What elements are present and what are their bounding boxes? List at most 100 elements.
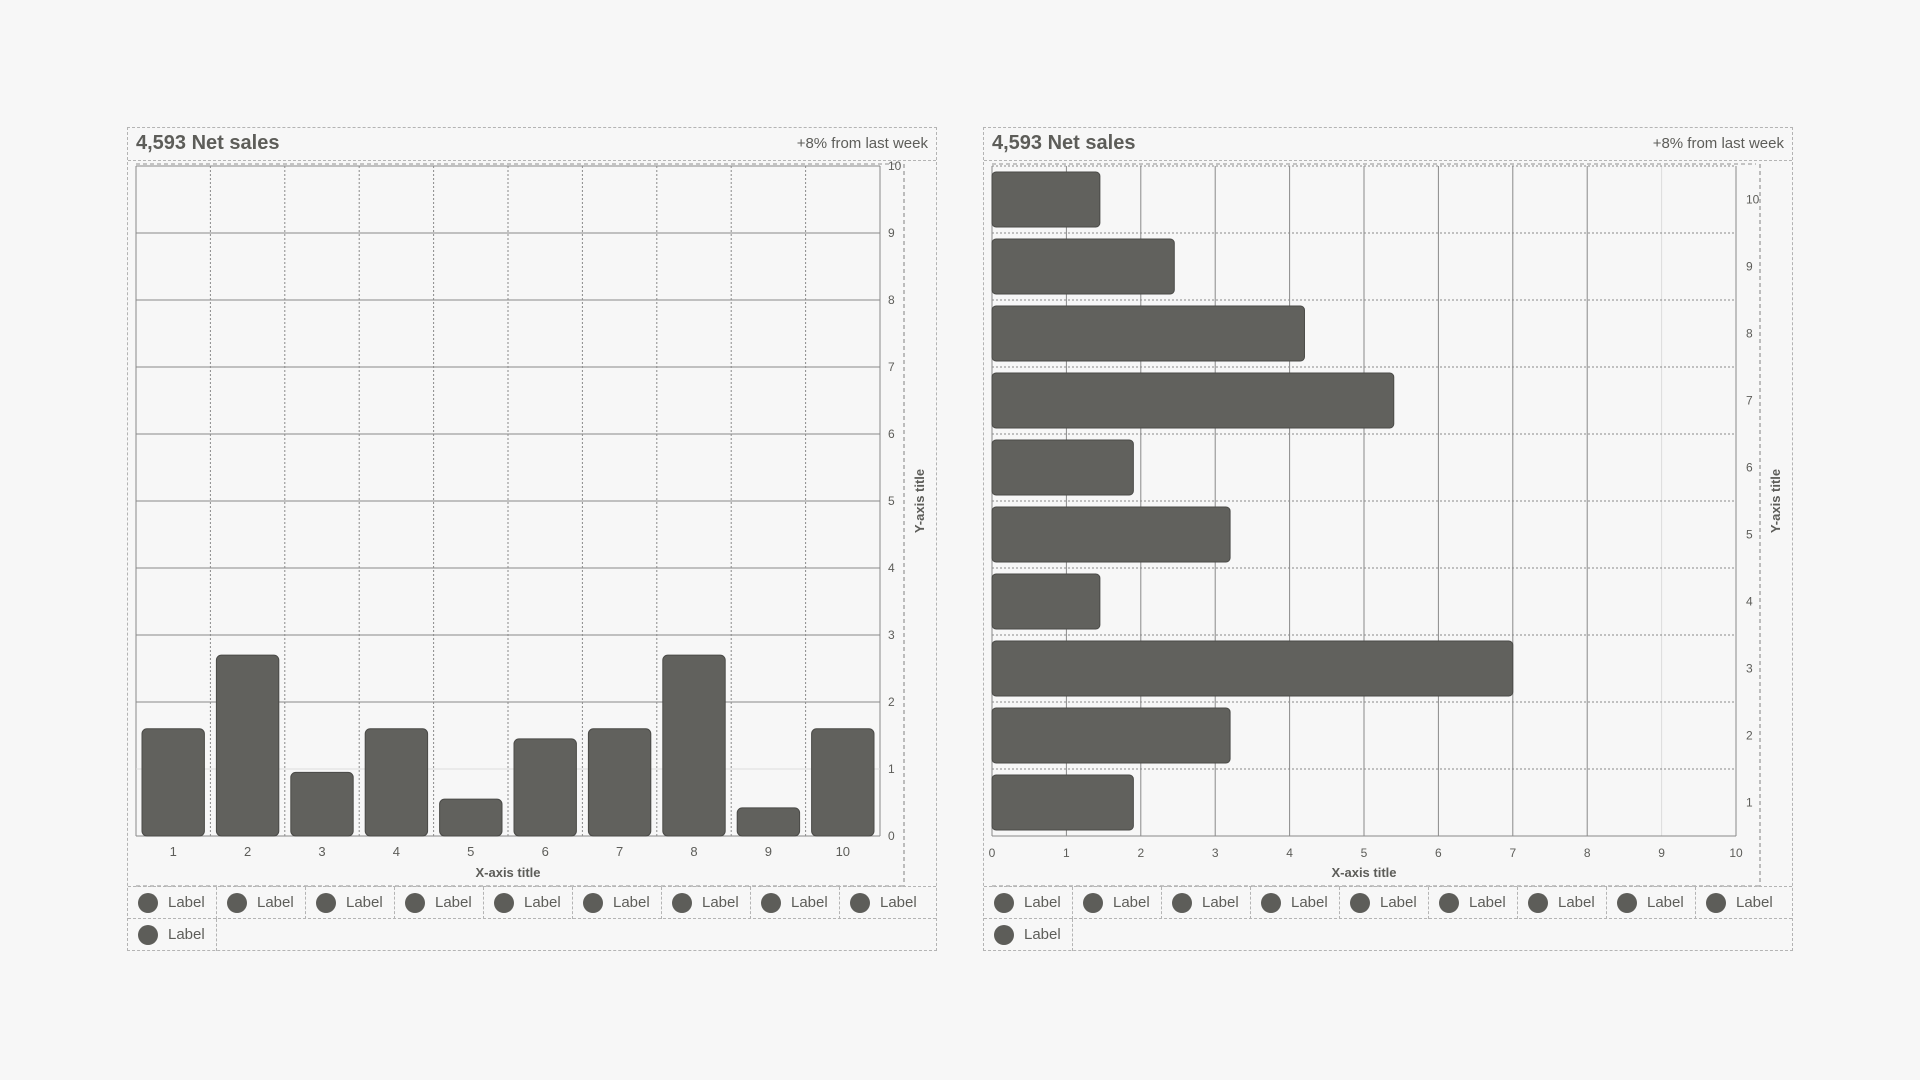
y-tick-label: 3	[1746, 662, 1753, 676]
legend-swatch	[1706, 893, 1726, 913]
bar	[290, 771, 354, 837]
legend-swatch	[138, 893, 158, 913]
legend-swatch	[1261, 893, 1281, 913]
legend-item[interactable]: Label	[573, 887, 662, 919]
bar	[439, 798, 503, 837]
y-tick-label: 8	[1746, 327, 1753, 341]
x-tick-label: 5	[467, 844, 474, 859]
horizontal-bar-chart: 0 1 2 3 4 5 6 7 8 9 10 1 2 3 4 5 6 7 8 9 10 X-axis title Y-axi…	[989, 163, 1783, 887]
legend-item[interactable]: Label	[395, 887, 484, 919]
legend-item[interactable]: Label	[1073, 887, 1162, 919]
legend-item[interactable]: Label	[662, 887, 751, 919]
vertical-bar-chart: 0 1 2 3 4 5 6 7 8 9 10 1 2 3 4 5 6 7 8 9 10 X-axis title Y-axi…	[135, 159, 927, 887]
bar	[215, 654, 280, 837]
card-header: 4,593 Net sales +8% from last week	[128, 128, 936, 161]
legend-item[interactable]: Label	[1251, 887, 1340, 919]
legend-swatch	[1083, 893, 1103, 913]
legend-item[interactable]: Label	[484, 887, 573, 919]
bar	[991, 171, 1101, 228]
legend-item[interactable]: Label	[751, 887, 840, 919]
bar	[364, 728, 429, 837]
x-tick-label: 9	[1658, 846, 1665, 860]
bar	[587, 728, 652, 837]
legend-label: Label	[880, 894, 917, 911]
y-axis-title: Y-axis title	[912, 469, 927, 533]
legend-swatch	[583, 893, 603, 913]
y-tick-label: 6	[1746, 461, 1753, 475]
bar	[991, 372, 1395, 429]
legend-label: Label	[1469, 894, 1506, 911]
x-tick-label: 1	[170, 844, 177, 859]
legend-row: Label	[128, 918, 936, 951]
x-tick-label: 6	[1435, 846, 1442, 860]
x-tick-label: 2	[244, 844, 251, 859]
y-tick-label: 1	[888, 762, 895, 776]
bar	[991, 506, 1231, 563]
legend-item[interactable]: Label	[128, 919, 217, 951]
y-tick-label: 2	[1746, 729, 1753, 743]
legend-label: Label	[1291, 894, 1328, 911]
y-tick-label: 4	[888, 561, 895, 575]
legend-item[interactable]: Label	[1696, 887, 1785, 919]
y-tick-label: 10	[888, 159, 902, 173]
card-delta: +8% from last week	[1652, 135, 1784, 152]
y-axis-title: Y-axis title	[1768, 469, 1783, 533]
legend-swatch	[405, 893, 425, 913]
bar	[991, 305, 1305, 362]
legend-row: Label	[984, 918, 1792, 951]
bar	[662, 654, 726, 837]
legend-item[interactable]: Label	[128, 887, 217, 919]
legend-item[interactable]: Label	[1162, 887, 1251, 919]
legend-item[interactable]: Label	[1518, 887, 1607, 919]
bar	[991, 439, 1134, 496]
card-delta: +8% from last week	[796, 135, 928, 152]
legend-item[interactable]: Label	[1607, 887, 1696, 919]
legend-swatch	[994, 893, 1014, 913]
legend-swatch	[850, 893, 870, 913]
legend-label: Label	[257, 894, 294, 911]
y-tick-label: 10	[1746, 193, 1760, 207]
legend-item[interactable]: Label	[984, 919, 1073, 951]
bar	[991, 707, 1231, 764]
bar	[991, 238, 1175, 295]
x-tick-label: 2	[1137, 846, 1144, 860]
legend-item[interactable]: Label	[217, 887, 306, 919]
legend-item[interactable]: Label	[984, 887, 1073, 919]
legend-swatch	[672, 893, 692, 913]
legend-item[interactable]: Label	[1340, 887, 1429, 919]
bar	[141, 728, 205, 837]
legend-label: Label	[1558, 894, 1595, 911]
bar	[991, 774, 1134, 831]
x-tick-label: 8	[690, 844, 697, 859]
x-tick-label: 7	[1509, 846, 1516, 860]
legend-swatch	[494, 893, 514, 913]
legend-row: Label Label Label Label Label Label Labe…	[984, 886, 1792, 919]
legend-swatch	[138, 925, 158, 945]
y-tick-label: 1	[1746, 796, 1753, 810]
bar	[513, 738, 577, 837]
x-tick-label: 3	[318, 844, 325, 859]
legend-item[interactable]: Label	[1429, 887, 1518, 919]
card-title: 4,593 Net sales	[992, 132, 1136, 154]
legend-item[interactable]: Label	[306, 887, 395, 919]
y-tick-label: 5	[888, 494, 895, 508]
legend-swatch	[761, 893, 781, 913]
x-tick-label: 4	[393, 844, 400, 859]
x-tick-label: 1	[1063, 846, 1070, 860]
y-tick-label: 0	[888, 829, 895, 843]
x-axis-title: X-axis title	[1331, 865, 1396, 880]
legend-label: Label	[1113, 894, 1150, 911]
legend-label: Label	[1024, 894, 1061, 911]
x-tick-label: 3	[1212, 846, 1219, 860]
x-tick-label: 4	[1286, 846, 1293, 860]
bar	[991, 573, 1101, 630]
x-tick-label: 5	[1361, 846, 1368, 860]
legend-label: Label	[168, 926, 205, 943]
y-tick-label: 3	[888, 628, 895, 642]
y-tick-label: 9	[888, 226, 895, 240]
legend-item[interactable]: Label	[840, 887, 929, 919]
x-tick-label: 10	[836, 844, 850, 859]
legend-label: Label	[1024, 926, 1061, 943]
legend-label: Label	[168, 894, 205, 911]
legend-swatch	[1617, 893, 1637, 913]
